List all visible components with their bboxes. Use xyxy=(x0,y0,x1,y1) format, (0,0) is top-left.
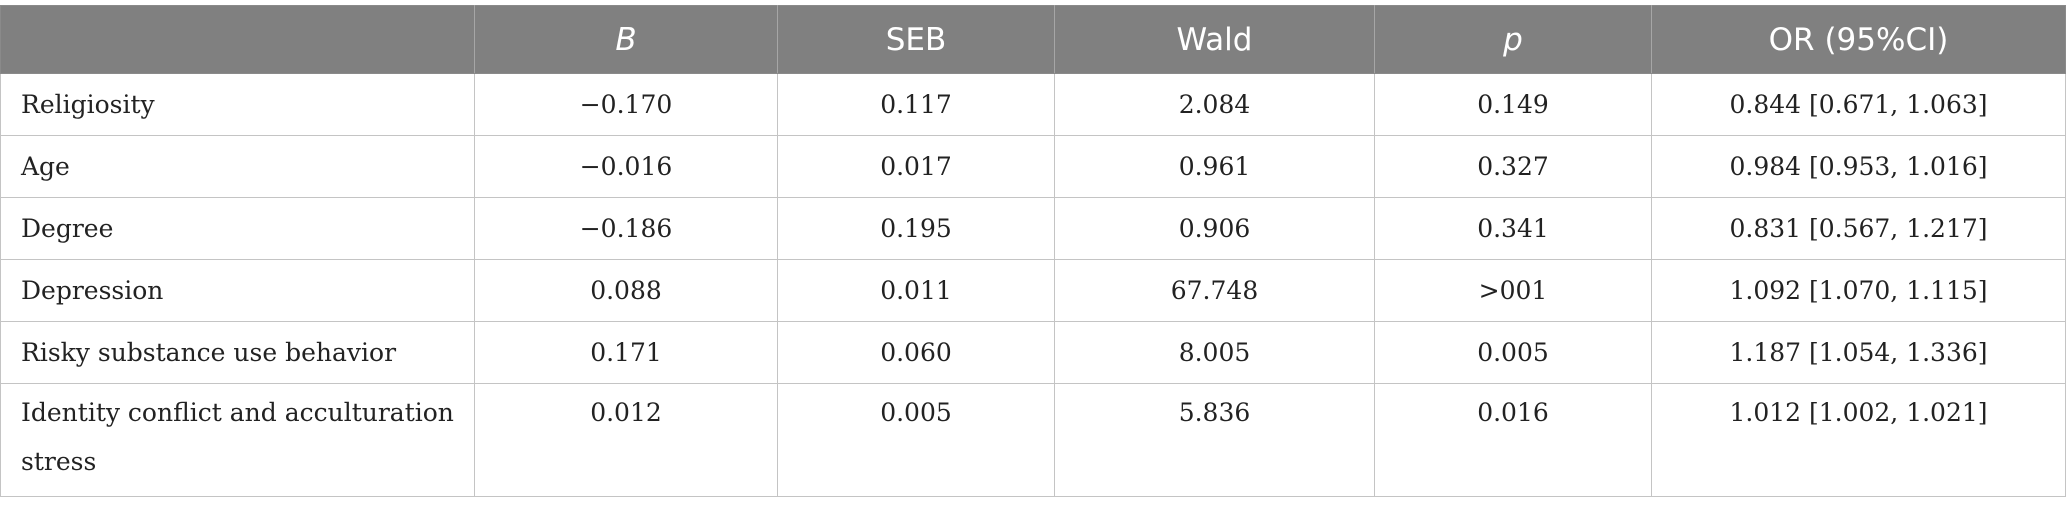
cell-b: 0.088 xyxy=(474,259,778,322)
cell-wald: 0.961 xyxy=(1054,135,1375,198)
cell-seb: 0.195 xyxy=(777,197,1055,260)
cell-wald: 8.005 xyxy=(1054,321,1375,384)
cell-p: 0.005 xyxy=(1374,321,1652,384)
cell-or: 1.012 [1.002, 1.021] xyxy=(1651,383,2066,497)
header-p: p xyxy=(1374,5,1652,74)
table-row: Depression 0.088 0.011 67.748 >001 1.092… xyxy=(0,259,2066,322)
cell-p: 0.149 xyxy=(1374,73,1652,136)
header-or: OR (95%CI) xyxy=(1651,5,2066,74)
cell-b: −0.186 xyxy=(474,197,778,260)
cell-p: 0.327 xyxy=(1374,135,1652,198)
cell-wald: 0.906 xyxy=(1054,197,1375,260)
cell-b: −0.016 xyxy=(474,135,778,198)
header-b: B xyxy=(474,5,778,74)
cell-seb: 0.060 xyxy=(777,321,1055,384)
cell-wald: 5.836 xyxy=(1054,383,1375,497)
row-label: Depression xyxy=(0,259,475,322)
cell-p: 0.016 xyxy=(1374,383,1652,497)
table-row: Age −0.016 0.017 0.961 0.327 0.984 [0.95… xyxy=(0,135,2066,198)
cell-b: 0.012 xyxy=(474,383,778,497)
regression-table: B SEB Wald p OR (95%CI) Religiosity −0.1… xyxy=(0,5,2066,497)
cell-p: 0.341 xyxy=(1374,197,1652,260)
row-label: Degree xyxy=(0,197,475,260)
table-row: Degree −0.186 0.195 0.906 0.341 0.831 [0… xyxy=(0,197,2066,260)
cell-seb: 0.005 xyxy=(777,383,1055,497)
row-label: Religiosity xyxy=(0,73,475,136)
table-row: Identity conflict and acculturation stre… xyxy=(0,383,2066,497)
header-wald: Wald xyxy=(1054,5,1375,74)
cell-seb: 0.117 xyxy=(777,73,1055,136)
cell-p: >001 xyxy=(1374,259,1652,322)
cell-b: 0.171 xyxy=(474,321,778,384)
cell-or: 0.831 [0.567, 1.217] xyxy=(1651,197,2066,260)
cell-seb: 0.011 xyxy=(777,259,1055,322)
table-row: Religiosity −0.170 0.117 2.084 0.149 0.8… xyxy=(0,73,2066,136)
row-label: Risky substance use behavior xyxy=(0,321,475,384)
header-row: B SEB Wald p OR (95%CI) xyxy=(0,5,2066,74)
cell-seb: 0.017 xyxy=(777,135,1055,198)
cell-or: 0.844 [0.671, 1.063] xyxy=(1651,73,2066,136)
table-row: Risky substance use behavior 0.171 0.060… xyxy=(0,321,2066,384)
header-variable xyxy=(0,5,475,74)
cell-b: −0.170 xyxy=(474,73,778,136)
header-seb: SEB xyxy=(777,5,1055,74)
cell-wald: 67.748 xyxy=(1054,259,1375,322)
row-label: Age xyxy=(0,135,475,198)
cell-wald: 2.084 xyxy=(1054,73,1375,136)
cell-or: 0.984 [0.953, 1.016] xyxy=(1651,135,2066,198)
cell-or: 1.092 [1.070, 1.115] xyxy=(1651,259,2066,322)
cell-or: 1.187 [1.054, 1.336] xyxy=(1651,321,2066,384)
row-label: Identity conflict and acculturation stre… xyxy=(0,383,475,497)
